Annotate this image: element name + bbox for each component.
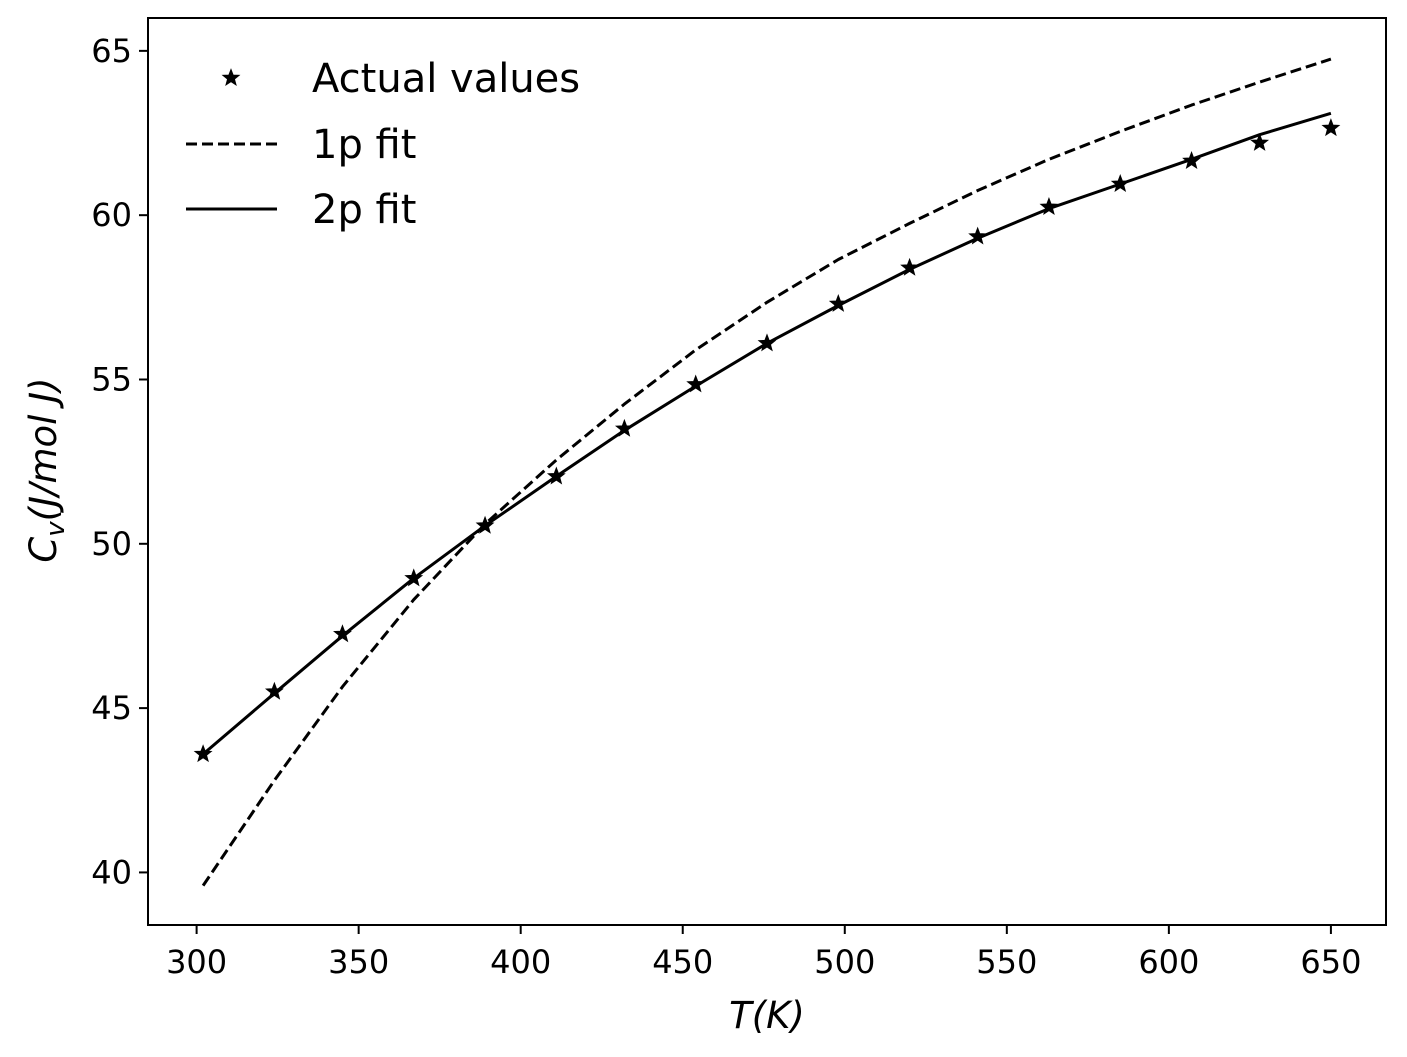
series-line-1p-fit <box>201 57 1332 887</box>
legend-marker-actual-values <box>221 68 241 87</box>
x-tick-label: 550 <box>976 943 1037 981</box>
y-axis-label-main: C <box>22 537 65 563</box>
x-tick-label: 600 <box>1138 943 1199 981</box>
plot-area <box>193 57 1341 887</box>
y-axis-label: Cv(J/mol J) <box>22 377 71 562</box>
legend-label-actual-values: Actual values <box>312 56 580 102</box>
x-axis-label: T(K) <box>729 994 805 1037</box>
y-tick-label: 60 <box>91 196 132 234</box>
axes: 300 350 400 450 500 550 600 650 40 45 50 55 60 65 <box>91 17 1387 981</box>
plot-frame <box>147 17 1387 926</box>
y-tick-label: 55 <box>91 360 132 398</box>
y-tick-label: 50 <box>91 525 132 563</box>
legend-label-1p-fit: 1p fit <box>312 122 416 168</box>
data-point-actual-values <box>1039 197 1059 215</box>
legend-label-2p-fit: 2p fit <box>312 187 416 233</box>
x-tick-label: 350 <box>328 943 389 981</box>
series-line-2p-fit <box>202 111 1332 756</box>
y-axis-label-subscript: v <box>41 521 71 537</box>
x-tick-label: 650 <box>1300 943 1361 981</box>
y-axis-label-units: (J/mol J) <box>22 377 65 521</box>
x-tick-label: 300 <box>166 943 227 981</box>
x-tick-label: 400 <box>490 943 551 981</box>
data-point-actual-values <box>1250 132 1270 151</box>
x-tick-label: 450 <box>652 943 713 981</box>
y-tick-label: 40 <box>91 853 132 891</box>
legend: Actual values 1p fit 2p fit <box>186 56 580 233</box>
y-tick-label: 65 <box>91 32 132 70</box>
data-point-actual-values <box>968 226 988 245</box>
x-tick-label: 500 <box>814 943 875 981</box>
y-tick-label: 45 <box>91 689 132 727</box>
data-point-actual-values <box>1321 118 1341 137</box>
